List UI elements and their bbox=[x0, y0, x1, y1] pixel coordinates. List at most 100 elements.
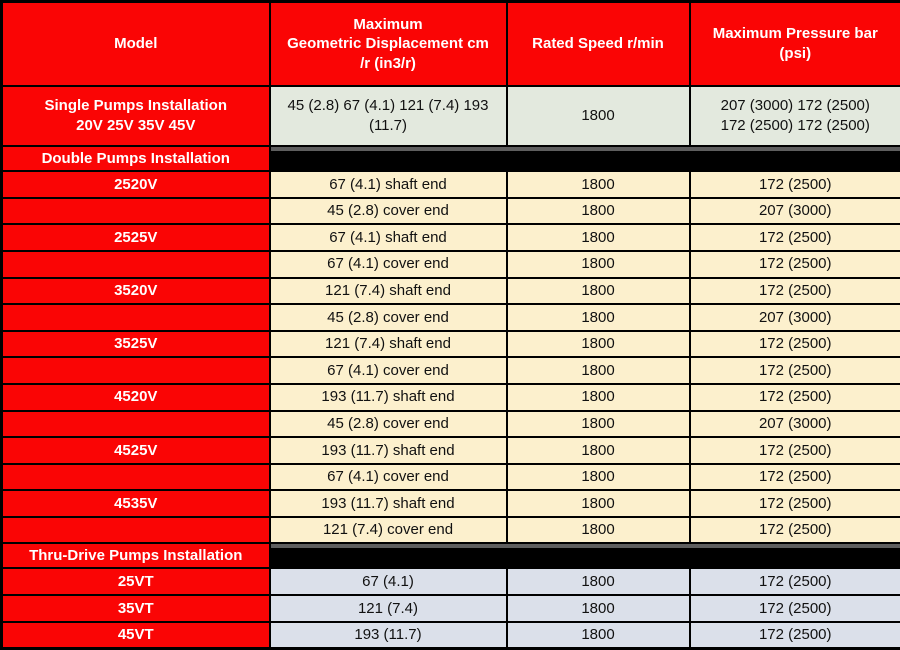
pressure-cell: 172 (2500) bbox=[688, 567, 900, 597]
header-row: Model Maximum Geometric Displacement cm … bbox=[0, 0, 900, 87]
pressure-cell: 172 (2500) bbox=[688, 276, 900, 306]
model-cell: 4520V bbox=[0, 382, 271, 412]
pressure-cell: 172 (2500) bbox=[688, 594, 900, 623]
pressure-cell: 172 (2500) bbox=[688, 489, 900, 518]
displacement-cell: 67 (4.1) cover end bbox=[268, 462, 508, 492]
model-cell bbox=[0, 249, 271, 279]
model-cell: Single Pumps Installation 20V 25V 35V 45… bbox=[0, 84, 271, 148]
pressure-cell: 172 (2500) bbox=[688, 329, 900, 359]
displacement-cell: 193 (11.7) bbox=[268, 620, 508, 650]
model-cell bbox=[0, 409, 271, 439]
displacement-cell: 193 (11.7) shaft end bbox=[268, 436, 508, 465]
table-row: 67 (4.1) cover end 1800 172 (2500) bbox=[0, 356, 900, 385]
displacement-cell: 67 (4.1) cover end bbox=[268, 356, 508, 385]
speed-cell: 1800 bbox=[505, 462, 691, 492]
displacement-cell: 67 (4.1) shaft end bbox=[268, 223, 508, 252]
pressure-cell: 172 (2500) bbox=[688, 620, 900, 650]
displacement-cell: 67 (4.1) bbox=[268, 567, 508, 597]
model-cell: 35VT bbox=[0, 594, 271, 623]
model-cell: 3520V bbox=[0, 276, 271, 306]
section-label-cell: Double Pumps Installation bbox=[0, 145, 271, 173]
table-row: 121 (7.4) cover end 1800 172 (2500) bbox=[0, 515, 900, 545]
model-cell: 4525V bbox=[0, 436, 271, 465]
column-header-speed: Rated Speed r/min bbox=[505, 0, 691, 87]
model-cell bbox=[0, 196, 271, 226]
displacement-cell: 121 (7.4) bbox=[268, 594, 508, 623]
speed-cell: 1800 bbox=[505, 170, 691, 199]
table-row: 45 (2.8) cover end 1800 207 (3000) bbox=[0, 196, 900, 226]
speed-cell: 1800 bbox=[505, 84, 691, 148]
pressure-cell: 172 (2500) bbox=[688, 356, 900, 385]
speed-cell: 1800 bbox=[505, 620, 691, 650]
displacement-cell: 45 (2.8) cover end bbox=[268, 409, 508, 439]
model-cell: 25VT bbox=[0, 567, 271, 597]
displacement-cell: 193 (11.7) shaft end bbox=[268, 489, 508, 518]
pressure-cell: 207 (3000) bbox=[688, 409, 900, 439]
pressure-cell: 172 (2500) bbox=[688, 249, 900, 279]
model-cell: 3525V bbox=[0, 329, 271, 359]
table-body: Single Pumps Installation 20V 25V 35V 45… bbox=[0, 84, 900, 650]
table-row: 35VT 121 (7.4) 1800 172 (2500) bbox=[0, 594, 900, 623]
model-cell: 45VT bbox=[0, 620, 271, 650]
pressure-cell: 172 (2500) bbox=[688, 382, 900, 412]
pressure-cell: 207 (3000) bbox=[688, 196, 900, 226]
speed-cell: 1800 bbox=[505, 489, 691, 518]
table-row: 4525V 193 (11.7) shaft end 1800 172 (2500) bbox=[0, 436, 900, 465]
displacement-cell: 45 (2.8) 67 (4.1) 121 (7.4) 193 (11.7) bbox=[268, 84, 508, 148]
pressure-cell: 172 (2500) bbox=[688, 170, 900, 199]
column-header-displacement: Maximum Geometric Displacement cm /r (in… bbox=[268, 0, 508, 87]
pressure-cell: 172 (2500) bbox=[688, 436, 900, 465]
speed-cell: 1800 bbox=[505, 329, 691, 359]
displacement-cell: 121 (7.4) shaft end bbox=[268, 276, 508, 306]
table-row: 2525V 67 (4.1) shaft end 1800 172 (2500) bbox=[0, 223, 900, 252]
table-row: 3520V 121 (7.4) shaft end 1800 172 (2500) bbox=[0, 276, 900, 306]
pressure-cell: 172 (2500) bbox=[688, 515, 900, 545]
table-row: 67 (4.1) cover end 1800 172 (2500) bbox=[0, 249, 900, 279]
model-cell: 2520V bbox=[0, 170, 271, 199]
pressure-cell: 172 (2500) bbox=[688, 223, 900, 252]
table-header: Model Maximum Geometric Displacement cm … bbox=[0, 0, 900, 87]
column-header-pressure: Maximum Pressure bar (psi) bbox=[688, 0, 900, 87]
displacement-cell: 45 (2.8) cover end bbox=[268, 196, 508, 226]
speed-cell: 1800 bbox=[505, 382, 691, 412]
section-label-cell: Thru-Drive Pumps Installation bbox=[0, 542, 271, 570]
displacement-cell: 67 (4.1) cover end bbox=[268, 249, 508, 279]
section-filler-cell bbox=[268, 145, 900, 173]
table-row: 67 (4.1) cover end 1800 172 (2500) bbox=[0, 462, 900, 492]
model-cell: 4535V bbox=[0, 489, 271, 518]
speed-cell: 1800 bbox=[505, 276, 691, 306]
speed-cell: 1800 bbox=[505, 594, 691, 623]
pressure-cell: 207 (3000) bbox=[688, 303, 900, 332]
pressure-cell: 207 (3000) 172 (2500) 172 (2500) 172 (25… bbox=[688, 84, 900, 148]
speed-cell: 1800 bbox=[505, 436, 691, 465]
speed-cell: 1800 bbox=[505, 303, 691, 332]
speed-cell: 1800 bbox=[505, 356, 691, 385]
table-row: 25VT 67 (4.1) 1800 172 (2500) bbox=[0, 567, 900, 597]
table-row: 4520V 193 (11.7) shaft end 1800 172 (2500) bbox=[0, 382, 900, 412]
speed-cell: 1800 bbox=[505, 409, 691, 439]
model-cell bbox=[0, 515, 271, 545]
displacement-cell: 45 (2.8) cover end bbox=[268, 303, 508, 332]
model-cell bbox=[0, 303, 271, 332]
table-row: 4535V 193 (11.7) shaft end 1800 172 (2500) bbox=[0, 489, 900, 518]
single-pumps-row: Single Pumps Installation 20V 25V 35V 45… bbox=[0, 84, 900, 148]
section-row: Thru-Drive Pumps Installation bbox=[0, 542, 900, 570]
displacement-cell: 121 (7.4) shaft end bbox=[268, 329, 508, 359]
model-cell bbox=[0, 462, 271, 492]
displacement-cell: 193 (11.7) shaft end bbox=[268, 382, 508, 412]
model-cell bbox=[0, 356, 271, 385]
column-header-model: Model bbox=[0, 0, 271, 87]
table-row: 45VT 193 (11.7) 1800 172 (2500) bbox=[0, 620, 900, 650]
speed-cell: 1800 bbox=[505, 515, 691, 545]
section-filler-cell bbox=[268, 542, 900, 570]
pressure-cell: 172 (2500) bbox=[688, 462, 900, 492]
table-row: 45 (2.8) cover end 1800 207 (3000) bbox=[0, 303, 900, 332]
speed-cell: 1800 bbox=[505, 196, 691, 226]
table-row: 3525V 121 (7.4) shaft end 1800 172 (2500) bbox=[0, 329, 900, 359]
speed-cell: 1800 bbox=[505, 223, 691, 252]
displacement-cell: 121 (7.4) cover end bbox=[268, 515, 508, 545]
table-row: 2520V 67 (4.1) shaft end 1800 172 (2500) bbox=[0, 170, 900, 199]
section-row: Double Pumps Installation bbox=[0, 145, 900, 173]
speed-cell: 1800 bbox=[505, 567, 691, 597]
